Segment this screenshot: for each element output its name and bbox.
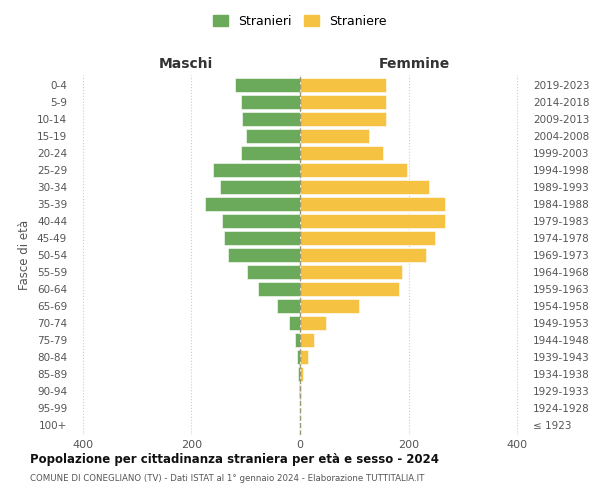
Bar xyxy=(300,214,445,228)
Bar xyxy=(277,299,300,313)
Bar xyxy=(224,231,300,245)
Bar xyxy=(300,231,434,245)
Bar xyxy=(295,333,300,347)
Bar xyxy=(241,95,300,109)
Bar xyxy=(300,299,359,313)
Bar xyxy=(300,333,314,347)
Bar xyxy=(213,163,300,177)
Text: Popolazione per cittadinanza straniera per età e sesso - 2024: Popolazione per cittadinanza straniera p… xyxy=(30,452,439,466)
Bar xyxy=(300,112,386,126)
Bar xyxy=(235,78,300,92)
Text: COMUNE DI CONEGLIANO (TV) - Dati ISTAT al 1° gennaio 2024 - Elaborazione TUTTITA: COMUNE DI CONEGLIANO (TV) - Dati ISTAT a… xyxy=(30,474,424,483)
Bar xyxy=(300,265,402,279)
Bar xyxy=(242,112,300,126)
Bar xyxy=(246,129,300,143)
Bar xyxy=(300,78,386,92)
Bar xyxy=(300,129,369,143)
Bar xyxy=(300,180,429,194)
Text: Maschi: Maschi xyxy=(159,57,213,71)
Bar xyxy=(220,180,300,194)
Bar xyxy=(300,248,427,262)
Bar xyxy=(247,265,300,279)
Bar xyxy=(298,367,300,381)
Bar xyxy=(241,146,300,160)
Bar xyxy=(300,384,301,398)
Bar xyxy=(297,350,300,364)
Bar xyxy=(300,146,383,160)
Bar xyxy=(257,282,300,296)
Bar xyxy=(300,197,445,211)
Bar xyxy=(300,163,407,177)
Bar xyxy=(289,316,300,330)
Bar xyxy=(205,197,300,211)
Bar xyxy=(300,350,308,364)
Text: Femmine: Femmine xyxy=(379,57,449,71)
Bar xyxy=(300,282,400,296)
Bar xyxy=(300,95,386,109)
Bar xyxy=(300,367,303,381)
Bar xyxy=(229,248,300,262)
Bar xyxy=(223,214,300,228)
Legend: Stranieri, Straniere: Stranieri, Straniere xyxy=(209,11,391,32)
Y-axis label: Fasce di età: Fasce di età xyxy=(19,220,31,290)
Bar xyxy=(300,316,326,330)
